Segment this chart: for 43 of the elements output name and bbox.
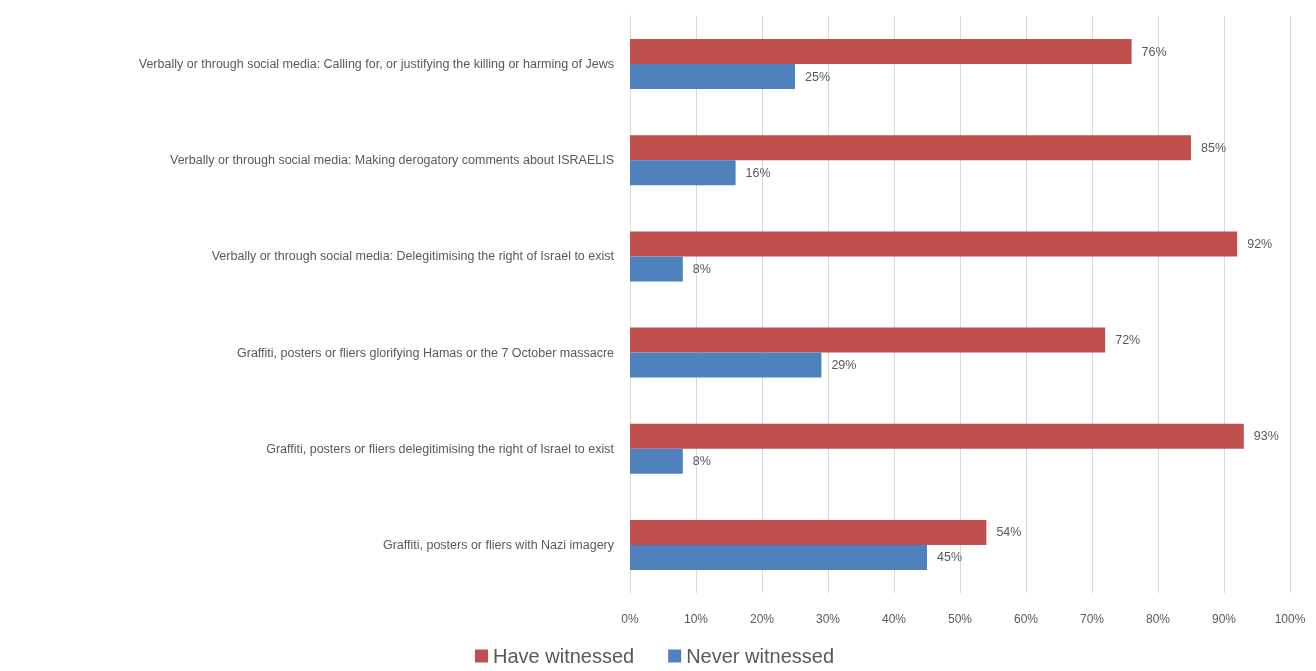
x-tick-label: 100% <box>1274 612 1306 626</box>
x-tick-label: 90% <box>1211 612 1237 626</box>
data-label: 29% <box>831 358 857 373</box>
data-label: 16% <box>745 165 771 180</box>
y-tick-label: Graffiti, posters or fliers delegitimising the right of Israel to exist <box>266 441 615 456</box>
bar <box>630 448 683 474</box>
x-tick-label: 40% <box>881 612 907 626</box>
y-tick-label: Graffiti, posters or fliers with Nazi imagery <box>382 537 615 552</box>
x-tick-label: 80% <box>1145 612 1171 626</box>
data-label: 45% <box>937 550 963 565</box>
data-label: 54% <box>996 525 1022 540</box>
legend-label: Have witnessed <box>493 645 635 667</box>
bar <box>630 160 736 186</box>
x-tick-label: 70% <box>1079 612 1105 626</box>
y-tick-label: Verbally or through social media: Making derogatory comments about ISRAELIS <box>170 153 614 168</box>
data-label: 93% <box>1253 429 1279 444</box>
bar <box>630 352 822 378</box>
legend-label: Never witnessed <box>686 645 835 667</box>
x-tick-label: 50% <box>947 612 973 626</box>
bar <box>630 256 683 282</box>
bar <box>630 544 927 570</box>
x-tick-label: 0% <box>621 612 639 626</box>
bar <box>630 519 987 545</box>
bar <box>630 135 1191 161</box>
bar <box>630 423 1244 449</box>
y-tick-label: Verbally or through social media: Delegitimising the right of Israel to exist <box>211 249 615 264</box>
data-label: 92% <box>1247 236 1273 251</box>
bar <box>630 327 1106 353</box>
y-tick-label: Verbally or through social media: Calling for, or justifying the killing or harming of Jews <box>138 57 614 72</box>
bar <box>630 39 1132 65</box>
x-tick-label: 10% <box>683 612 709 626</box>
bar <box>630 231 1238 257</box>
x-tick-label: 30% <box>815 612 841 626</box>
bar <box>630 64 795 90</box>
data-label: 25% <box>805 69 831 84</box>
data-label: 76% <box>1141 44 1167 59</box>
data-label: 72% <box>1115 333 1141 348</box>
y-tick-label: Graffiti, posters or fliers glorifying Hamas or the 7 October massacre <box>237 345 615 360</box>
x-tick-label: 60% <box>1013 612 1039 626</box>
data-label: 8% <box>692 454 711 469</box>
data-label: 85% <box>1201 140 1227 155</box>
x-tick-label: 20% <box>749 612 775 626</box>
data-label: 8% <box>692 261 711 276</box>
